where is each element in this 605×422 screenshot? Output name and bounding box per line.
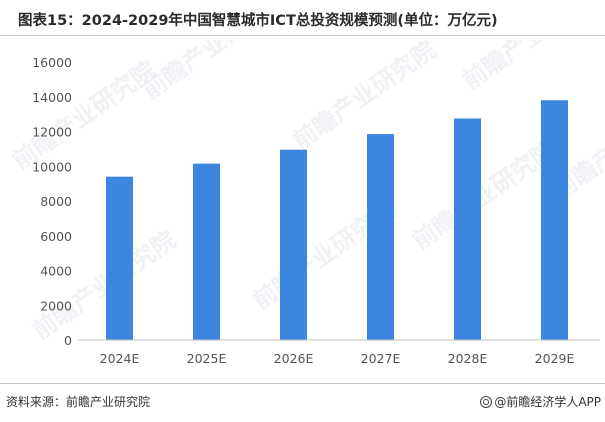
y-tick-label: 0 <box>64 333 72 348</box>
y-tick-label: 16000 <box>32 55 72 70</box>
y-tick-label: 4000 <box>40 264 72 279</box>
title-divider <box>0 35 605 36</box>
watermark-text: 前瞻产业研究院 <box>407 136 561 255</box>
y-tick-label: 10000 <box>32 159 72 174</box>
brand-logo-icon <box>480 395 493 408</box>
bar-2029E <box>541 100 568 340</box>
bar-2025E <box>193 163 220 340</box>
chart-title: 图表15：2024-2029年中国智慧城市ICT总投资规模预测(单位：万亿元) <box>18 13 498 29</box>
bar-2026E <box>280 149 307 340</box>
y-tick-label: 8000 <box>40 194 72 209</box>
y-tick-label: 2000 <box>40 298 72 313</box>
bar-2024E <box>106 176 133 340</box>
x-tick-label: 2025E <box>187 351 227 366</box>
x-tick-label: 2024E <box>100 351 140 366</box>
y-tick-label: 6000 <box>40 229 72 244</box>
brand-label: @前瞻经济学人APP <box>494 395 601 409</box>
x-tick-label: 2027E <box>361 351 401 366</box>
source-note: 资料来源：前瞻产业研究院 <box>6 395 151 409</box>
watermark-text: 前瞻产业研究院 <box>137 40 291 105</box>
watermark-text: 前瞻产业研究院 <box>287 40 441 155</box>
y-tick-label: 14000 <box>32 90 72 105</box>
footer-divider <box>0 383 605 384</box>
watermark-text: 前瞻产业研究院 <box>457 40 605 95</box>
bar-2027E <box>367 134 394 340</box>
bar-2028E <box>454 118 481 340</box>
y-tick-label: 12000 <box>32 125 72 140</box>
bars-group <box>106 100 568 340</box>
brand-credit: @前瞻经济学人APP <box>480 393 601 410</box>
x-tick-label: 2028E <box>448 351 488 366</box>
x-axis: 2024E 2025E 2026E 2027E 2028E 2029E <box>78 339 600 366</box>
x-tick-label: 2029E <box>535 351 575 366</box>
x-tick-label: 2026E <box>274 351 314 366</box>
watermark-text: 前瞻产业研究院 <box>7 56 161 175</box>
y-axis: 0 2000 4000 6000 8000 10000 12000 14000 16000 <box>32 55 72 348</box>
